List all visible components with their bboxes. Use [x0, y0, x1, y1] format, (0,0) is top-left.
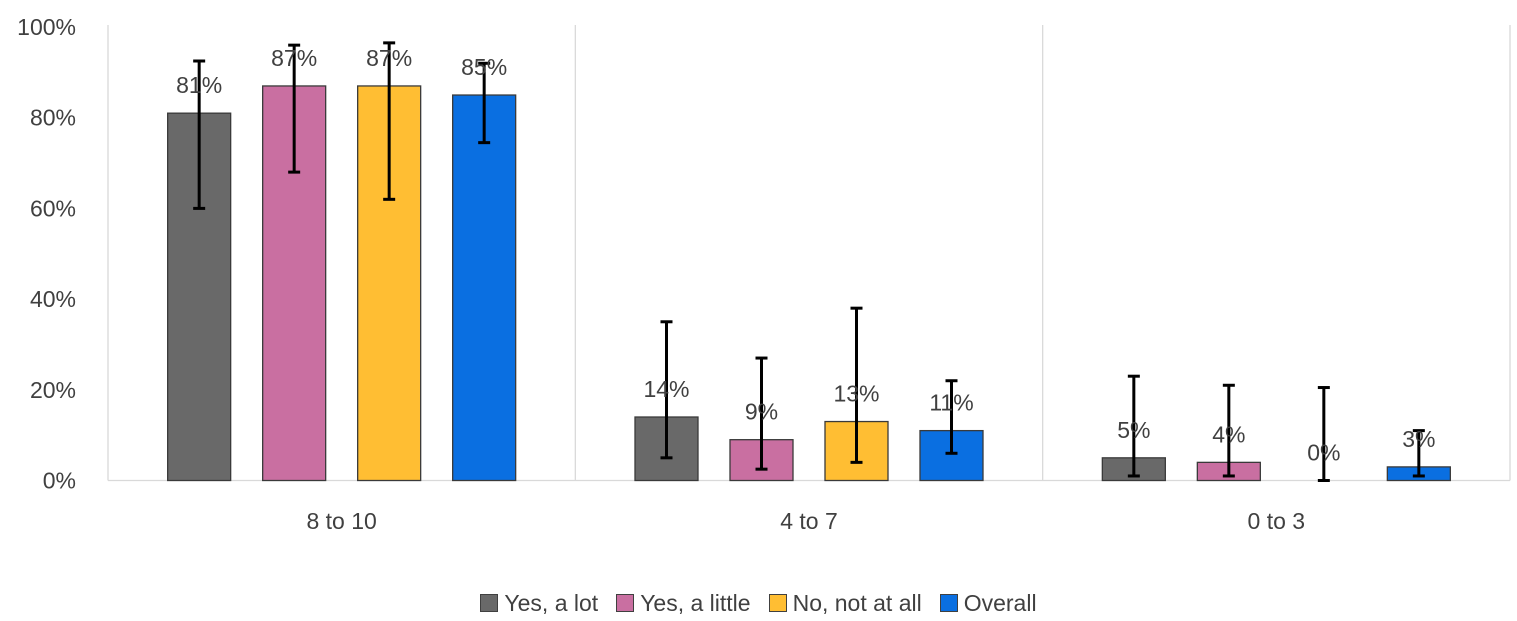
y-tick-label: 80% — [30, 105, 76, 131]
y-tick-label: 60% — [30, 195, 76, 221]
data-label: 13% — [833, 381, 879, 407]
x-category-label: 8 to 10 — [306, 508, 376, 534]
bar — [452, 94, 517, 482]
legend-label: Yes, a lot — [504, 589, 599, 616]
data-label: 3% — [1402, 426, 1435, 452]
data-label: 11% — [929, 390, 973, 416]
y-axis-ticks: 0% 20% 40% 60% 80% 100% — [17, 14, 76, 494]
bars — [167, 85, 1451, 482]
y-tick-label: 100% — [17, 14, 76, 40]
legend-swatch — [768, 594, 787, 612]
legend-item: Yes, a little — [616, 589, 751, 617]
y-tick-label: 0% — [43, 468, 76, 494]
data-label: 85% — [461, 54, 507, 80]
legend-item: No, not at all — [768, 589, 922, 617]
data-labels: 81% 87% 87% 85% 14% 9% 13% 11% 5% 4% 0% 3% — [176, 45, 1435, 466]
legend-swatch — [939, 594, 958, 612]
y-tick-label: 40% — [30, 286, 76, 312]
bar-chart: 0% 20% 40% 60% 80% 100% 81% 87% 87% 85% 14% 9% 13% 1… — [17, 14, 1511, 534]
legend-label: Yes, a little — [640, 589, 751, 616]
data-label: 9% — [745, 399, 778, 425]
y-tick-label: 20% — [30, 377, 76, 403]
category-separators — [107, 25, 1511, 482]
legend-swatch — [616, 594, 635, 612]
x-category-label: 4 to 7 — [780, 508, 838, 534]
bar — [262, 85, 327, 482]
error-bars — [193, 41, 1425, 482]
legend-label: Overall — [963, 589, 1037, 616]
data-label: 14% — [643, 376, 689, 402]
legend-item: Yes, a lot — [480, 590, 598, 617]
legend-item: Overall — [939, 589, 1037, 617]
legend-label: No, not at all — [792, 589, 922, 616]
legend: Yes, a lot Yes, a little No, not at all Ove… — [0, 588, 1517, 618]
data-label: 4% — [1212, 421, 1245, 447]
data-label: 87% — [271, 45, 317, 71]
data-label: 87% — [366, 45, 412, 71]
x-category-label: 0 to 3 — [1248, 508, 1306, 534]
data-label: 0% — [1307, 440, 1340, 466]
data-label: 5% — [1117, 417, 1150, 443]
legend-swatch — [480, 594, 499, 612]
data-label: 81% — [176, 72, 222, 98]
x-axis-categories: 8 to 10 4 to 7 0 to 3 — [306, 508, 1305, 534]
